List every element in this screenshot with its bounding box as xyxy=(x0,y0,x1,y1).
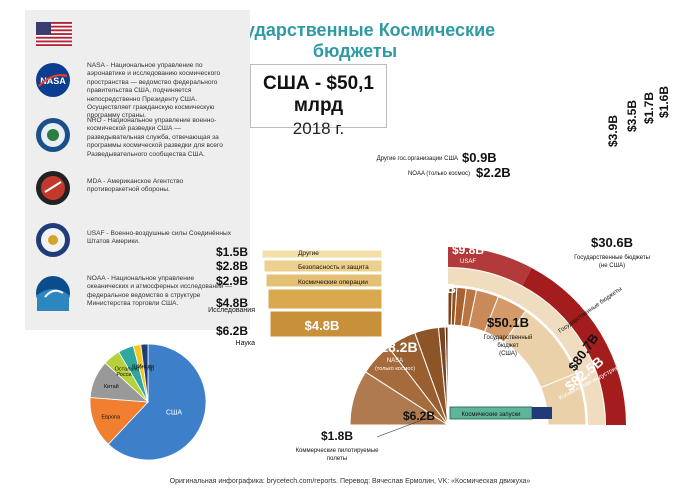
commercial-band-top xyxy=(448,247,532,286)
country-name-6: Индия xyxy=(674,100,680,116)
stack-amount-4: $6.2B xyxy=(216,324,248,338)
human-name-1: Коммерческие пилотируемые xyxy=(296,448,380,454)
agency-text-noaa: NOAA - Национальное управление океаничес… xyxy=(87,275,232,308)
country-amount-6: $1.6B xyxy=(657,86,671,118)
outer-ring-outline xyxy=(447,286,577,389)
footer-credits: Оригинальная инфографика: brycetech.com/… xyxy=(169,478,531,485)
pie-label-1: Европа xyxy=(101,414,121,420)
non-us-amount: $30.6B xyxy=(591,235,633,250)
country-amount-4: $3.5B xyxy=(625,100,639,132)
usaf-amount: $9.8B xyxy=(452,243,484,257)
europe-amount: $11.5B xyxy=(516,181,554,195)
agency-text-mda: MDA - Американское Агентство противораке… xyxy=(87,178,184,194)
usaf-name: USAF xyxy=(460,259,476,265)
stack-bar-1 xyxy=(263,259,383,273)
nasa-name: NASA xyxy=(387,358,403,364)
stack-amount-1: $2.8B xyxy=(216,259,248,273)
stack-name-0: Другие xyxy=(298,250,319,257)
pie-label-5: Япония xyxy=(132,365,151,371)
nasa-logo-icon: NASA xyxy=(36,63,70,97)
stack-bar-0 xyxy=(261,249,383,259)
launch-name: Космические запуски xyxy=(462,412,521,418)
stack-value-research: $4.8B xyxy=(305,318,340,333)
stack-bar-2 xyxy=(265,273,383,288)
other-gov-amount: $0.9B xyxy=(462,150,497,165)
commercial-band-bg xyxy=(522,267,626,425)
non-us-name-2: (не США) xyxy=(599,263,625,269)
year-label: 2018 г. xyxy=(292,119,345,138)
human-leader-line xyxy=(376,416,431,438)
pie-label-0: США xyxy=(166,409,182,416)
human-name-2: полеты xyxy=(327,456,347,462)
country-amount-3: $3.9B xyxy=(606,115,620,147)
gov-budgets-band xyxy=(448,268,605,425)
nasa-note: (только космос) xyxy=(375,366,415,372)
page-title: Государственные Космические бюджеты xyxy=(214,20,496,61)
noaa-name: NOAA (только космос) xyxy=(408,171,470,177)
stack-bar-3 xyxy=(267,288,383,310)
country-name-3: Россия xyxy=(623,129,629,147)
inner-ring-segment-5 xyxy=(444,326,449,426)
inner-ring-segment-0 xyxy=(349,371,450,426)
inner-ring-segment-2 xyxy=(387,332,449,426)
non-us-name-1: Государственные бюджеты xyxy=(574,255,650,261)
pie-slice-1 xyxy=(89,397,149,445)
nro-name: NRO xyxy=(430,298,444,304)
pie-slice-6 xyxy=(140,343,149,403)
inner-ring-segment-3 xyxy=(414,326,449,426)
stack-amount-3: $4.8B xyxy=(216,296,248,310)
group-science-label: Наука xyxy=(236,340,256,347)
country-name-5: Япония xyxy=(659,106,665,125)
pie-label-6: Индия xyxy=(138,364,154,370)
agency-text-nro: NRO - Национальное управление военно-кос… xyxy=(87,117,223,158)
us-gov-amount: $50.1B xyxy=(487,315,529,330)
nro-logo-icon xyxy=(36,118,70,152)
stack-name-2: Космические операции xyxy=(298,279,368,286)
europe-name: Европа xyxy=(525,200,546,206)
noaa-logo-icon xyxy=(36,276,70,311)
launch-amount: $6.2B xyxy=(403,409,435,423)
stack-name-1: Безопасность и защита xyxy=(298,264,369,271)
mda-amount: $7.9B xyxy=(482,214,514,228)
china-name: Китай xyxy=(582,182,598,189)
us-gov-name-1: Государственный xyxy=(484,334,533,341)
agency-text-usaf: USAF - Военно-воздушные силы Соединённых… xyxy=(87,230,232,246)
nro-amount: ~$11B xyxy=(418,281,456,296)
stack-value-science: $6.2B xyxy=(305,348,340,363)
human-amount: $1.8B xyxy=(321,429,353,443)
usaf-logo-icon xyxy=(36,223,70,257)
pie-label-3: Россия xyxy=(116,372,134,378)
pie-slice-0 xyxy=(107,343,207,461)
us-flag-icon xyxy=(36,22,72,46)
agency-legend-panel xyxy=(25,10,250,330)
us-total-label: США - $50,1 млрд xyxy=(263,73,374,116)
mda-name: MDA xyxy=(491,231,504,237)
agency-text-nasa: NASA - Национальное управление по аэрона… xyxy=(87,62,221,120)
launch-bar-end xyxy=(532,407,552,419)
stack-amount-0: $1.5B xyxy=(216,245,248,259)
us-gov-name-2: бюджет xyxy=(497,343,518,349)
mda-logo-icon xyxy=(36,171,70,205)
nasa-amount: $18.2B xyxy=(372,339,417,355)
us-total-box: США - $50,1 млрд 2018 г. xyxy=(250,64,387,138)
country-name-4: Остальной мир xyxy=(641,114,648,153)
stack-amount-2: $2.9B xyxy=(216,274,248,288)
svg-text:NASA: NASA xyxy=(40,76,66,86)
inner-ring-segment-1 xyxy=(364,346,449,426)
country-amount-5: $1.7B xyxy=(642,92,656,124)
group-research-label: Исследования xyxy=(208,307,255,314)
noaa-amount: $2.2B xyxy=(476,165,511,180)
stack-bar-4 xyxy=(269,310,383,338)
pie-label-4: Остальной мир xyxy=(115,366,154,373)
china-amount: $8.5B xyxy=(574,165,606,179)
us-gov-name-3: (США) xyxy=(499,351,517,357)
pie-label-2: Китай xyxy=(104,383,119,390)
other-gov-name: Другие гос.организации США xyxy=(377,156,458,162)
